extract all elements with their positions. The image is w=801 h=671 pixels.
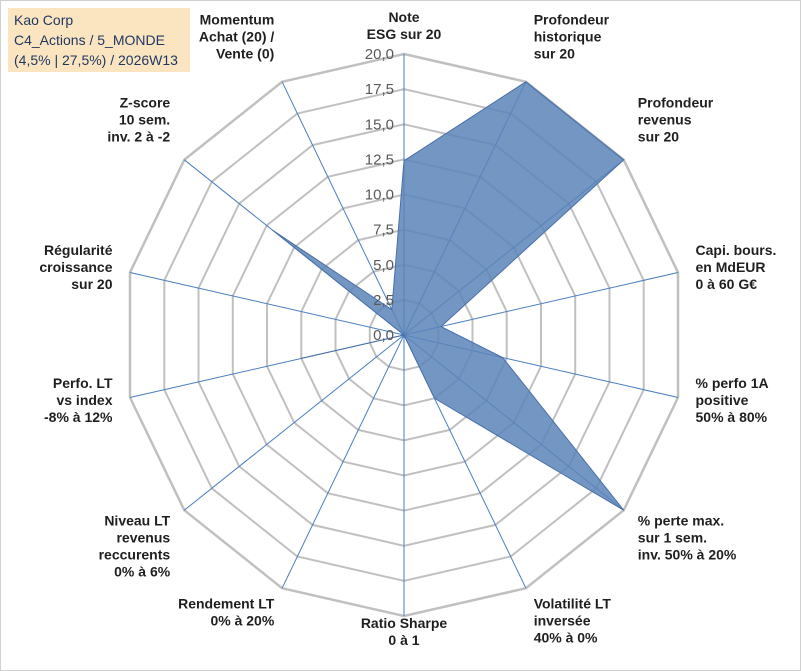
axis-label-line: Ratio Sharpe (361, 615, 448, 631)
company-name: Kao Corp (14, 12, 74, 28)
data-series-area (271, 81, 625, 511)
axis-label-line: Capi. bours. (696, 242, 777, 258)
axis-label-line: revenus (638, 112, 692, 128)
axis-label: % perte max. sur 1 sem. inv. 50% à 20% (638, 512, 737, 562)
axis-label: % perfo 1A positive 50% à 80% (696, 375, 769, 425)
tick-label: 20,0 (365, 46, 394, 63)
axis-label-line: 0% à 6% (114, 563, 171, 579)
axis-spoke (281, 81, 405, 336)
axis-label-line: % perte max. (638, 512, 724, 528)
tick-label: 15,0 (365, 116, 394, 133)
axis-spoke (281, 334, 405, 589)
axis-label-line: 0 à 1 (388, 632, 419, 648)
axis-label-line: -8% à 12% (44, 409, 113, 425)
axis-label-line: Profondeur (638, 95, 714, 111)
axis-spoke (129, 272, 405, 336)
axis-label: Ratio Sharpe 0 à 1 (361, 615, 448, 648)
axis-label-line: % perfo 1A (696, 375, 769, 391)
axis-label-line: Vente (0) (216, 46, 274, 62)
axis-label-line: 50% à 80% (696, 409, 768, 425)
axis-label-line: Niveau LT (104, 512, 170, 528)
axis-label: Régularité croissance sur 20 (39, 242, 112, 292)
axis-label-line: 0% à 20% (210, 612, 274, 628)
axis-label-line: positive (696, 392, 749, 408)
axis-label-line: Volatilité LT (534, 595, 612, 611)
axis-label-line: ESG sur 20 (367, 26, 442, 42)
axis-label: Volatilité LT inversée 40% à 0% (534, 595, 612, 645)
axis-label-line: inv. 2 à -2 (107, 129, 170, 145)
axis-label-line: croissance (39, 259, 112, 275)
axis-label: Niveau LT revenus reccurents 0% à 6% (99, 512, 171, 579)
portfolio-category: C4_Actions / 5_MONDE (14, 32, 165, 48)
axis-label: Note ESG sur 20 (367, 9, 442, 42)
axis-label-line: Momentum (200, 12, 275, 28)
chart-title-box: Kao Corp C4_Actions / 5_MONDE (4,5% | 27… (8, 8, 190, 72)
axis-label-line: Rendement LT (178, 595, 275, 611)
axis-spoke (183, 334, 405, 511)
axis-label-line: sur 20 (534, 46, 575, 62)
axis-label-line: Note (388, 9, 419, 25)
axis-label-line: Achat (20) / (199, 29, 275, 45)
axis-label-line: 10 sem. (119, 112, 170, 128)
tick-label: 5,0 (373, 257, 394, 274)
axis-label-line: inversée (534, 612, 591, 628)
axis-label: Capi. bours. en MdEUR 0 à 60 G€ (696, 242, 777, 292)
tick-label: 0,0 (373, 327, 394, 344)
axis-label-line: 40% à 0% (534, 629, 598, 645)
axis-label-line: sur 20 (71, 276, 112, 292)
axis-label: Z-score 10 sem. inv. 2 à -2 (107, 95, 170, 145)
axis-label-line: sur 1 sem. (638, 529, 707, 545)
axis-label-line: sur 20 (638, 129, 679, 145)
axis-label-line: Z-score (120, 95, 171, 111)
axis-label-line: 0 à 60 G€ (696, 276, 758, 292)
tick-label: 12,5 (365, 151, 394, 168)
axis-label: Profondeur revenus sur 20 (638, 95, 714, 145)
axis-label: Profondeur historique sur 20 (534, 12, 610, 62)
axis-label-line: en MdEUR (696, 259, 766, 275)
tick-label: 7,5 (373, 222, 394, 239)
axis-label-line: revenus (116, 529, 170, 545)
axis-label: Rendement LT 0% à 20% (178, 595, 275, 628)
tick-label: 2,5 (373, 292, 394, 309)
axis-label-line: inv. 50% à 20% (638, 546, 737, 562)
axis-label: Perfo. LT vs index -8% à 12% (44, 375, 113, 425)
axis-label-line: Perfo. LT (53, 375, 113, 391)
tick-label: 10,0 (365, 187, 394, 204)
axis-label-line: Profondeur (534, 12, 610, 28)
weights-and-week: (4,5% | 27,5%) / 2026W13 (14, 52, 178, 68)
axis-label-line: historique (534, 29, 602, 45)
axis-label-line: reccurents (99, 546, 171, 562)
axis-spoke (403, 272, 679, 336)
axis-label: Momentum Achat (20) / Vente (0) (199, 12, 275, 62)
axis-label-line: Régularité (44, 242, 113, 258)
axis-label-line: vs index (56, 392, 112, 408)
tick-label: 17,5 (365, 81, 394, 98)
